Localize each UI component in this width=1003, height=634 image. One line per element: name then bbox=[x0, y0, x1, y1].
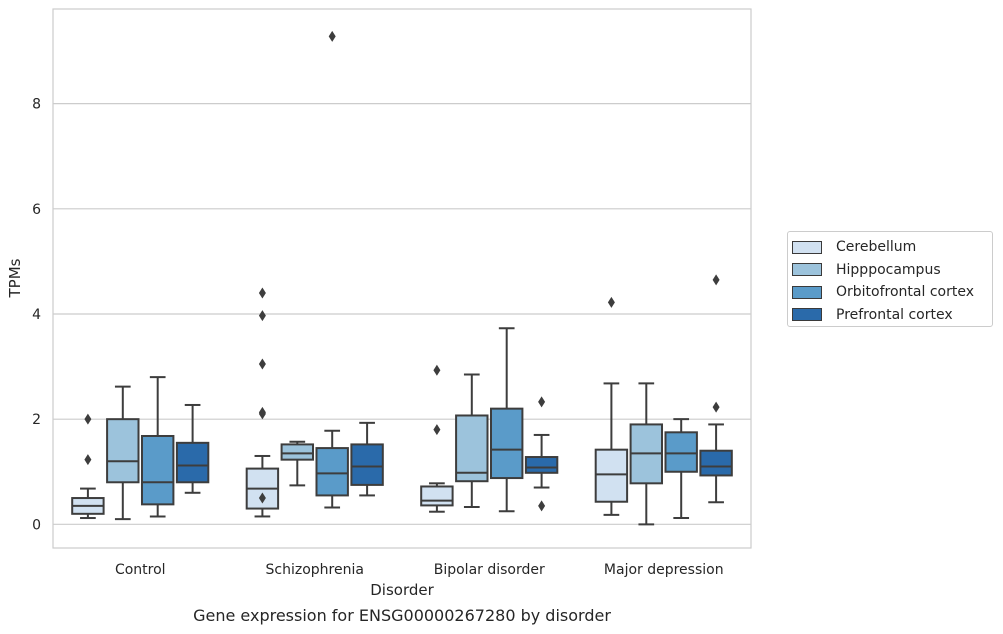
outlier-point bbox=[538, 500, 546, 512]
legend-label: Cerebellum bbox=[836, 239, 917, 255]
x-tick-label: Control bbox=[115, 562, 166, 578]
legend-swatch bbox=[792, 240, 822, 254]
outlier-point bbox=[258, 358, 266, 370]
x-axis-ticks: Control Schizophrenia Bipolar disorder Majo… bbox=[115, 562, 724, 578]
outlier-point bbox=[712, 274, 720, 286]
y-tick-label: 0 bbox=[32, 517, 41, 533]
outlier-point bbox=[84, 413, 92, 425]
outlier-point bbox=[433, 364, 441, 376]
legend-label: Hipppocampus bbox=[836, 261, 941, 278]
box-orbitofrontal-cortex bbox=[140, 376, 175, 518]
outlier-point bbox=[258, 287, 266, 299]
box-series bbox=[71, 30, 733, 526]
box-cerebellum bbox=[71, 413, 105, 520]
box-body bbox=[455, 414, 489, 483]
outlier-point bbox=[328, 30, 336, 42]
box-body bbox=[420, 485, 454, 507]
legend-label: Prefrontal cortex bbox=[836, 306, 953, 323]
outlier-point bbox=[607, 296, 615, 308]
box-body bbox=[699, 449, 733, 477]
y-tick-label: 4 bbox=[32, 307, 41, 323]
legend-item: Hipppocampus bbox=[792, 260, 941, 280]
legend: Cerebellum Hipppocampus Orbitofrontal cort… bbox=[787, 231, 993, 327]
x-tick-label: Major depression bbox=[604, 562, 724, 578]
box-body bbox=[524, 456, 559, 474]
box-cerebellum bbox=[245, 287, 280, 518]
legend-label: Orbitofrontal cortex bbox=[836, 284, 974, 300]
chart-caption: Gene expression for ENSG00000267280 by d… bbox=[193, 606, 611, 625]
box-hipppocampus bbox=[280, 440, 315, 487]
box-cerebellum bbox=[420, 364, 454, 513]
box-body bbox=[594, 448, 629, 503]
outlier-point bbox=[433, 424, 441, 436]
box-orbitofrontal-cortex bbox=[315, 30, 349, 509]
box-body bbox=[106, 418, 140, 484]
box-orbitofrontal-cortex bbox=[489, 327, 524, 513]
box-body bbox=[664, 431, 698, 473]
box-body bbox=[315, 447, 349, 497]
box-hipppocampus bbox=[629, 382, 664, 526]
box-prefrontal-cortex bbox=[699, 274, 733, 504]
legend-item: Prefrontal cortex bbox=[792, 305, 953, 325]
y-axis-ticks: 0 2 4 6 8 bbox=[32, 97, 41, 534]
box-cerebellum bbox=[594, 296, 629, 516]
box-body bbox=[489, 407, 524, 480]
box-body bbox=[140, 434, 175, 506]
plot-area-frame bbox=[52, 8, 752, 549]
outlier-point bbox=[712, 401, 720, 413]
gridlines bbox=[53, 103, 751, 525]
outlier-point bbox=[84, 454, 92, 466]
x-axis-label: Disorder bbox=[370, 581, 434, 599]
box-hipppocampus bbox=[106, 385, 140, 521]
y-tick-label: 6 bbox=[32, 202, 41, 218]
box-body bbox=[350, 443, 384, 486]
legend-swatch bbox=[792, 308, 822, 321]
outlier-point bbox=[258, 492, 266, 504]
y-tick-label: 2 bbox=[32, 412, 41, 428]
box-prefrontal-cortex bbox=[350, 421, 384, 497]
box-body bbox=[280, 443, 315, 461]
outlier-point bbox=[258, 408, 266, 420]
box-prefrontal-cortex bbox=[524, 396, 559, 512]
legend-swatch bbox=[792, 285, 822, 299]
x-tick-label: Schizophrenia bbox=[266, 562, 364, 578]
legend-item: Cerebellum bbox=[792, 237, 916, 257]
y-axis-label: TPMs bbox=[6, 258, 24, 298]
y-tick-label: 8 bbox=[32, 97, 41, 113]
box-body bbox=[175, 441, 210, 484]
legend-item: Orbitofrontal cortex bbox=[792, 282, 974, 302]
outlier-point bbox=[538, 396, 546, 408]
outlier-point bbox=[258, 310, 266, 322]
box-orbitofrontal-cortex bbox=[664, 418, 698, 520]
legend-swatch bbox=[792, 263, 822, 276]
box-prefrontal-cortex bbox=[175, 403, 210, 494]
box-hipppocampus bbox=[455, 373, 489, 508]
x-tick-label: Bipolar disorder bbox=[434, 562, 545, 578]
